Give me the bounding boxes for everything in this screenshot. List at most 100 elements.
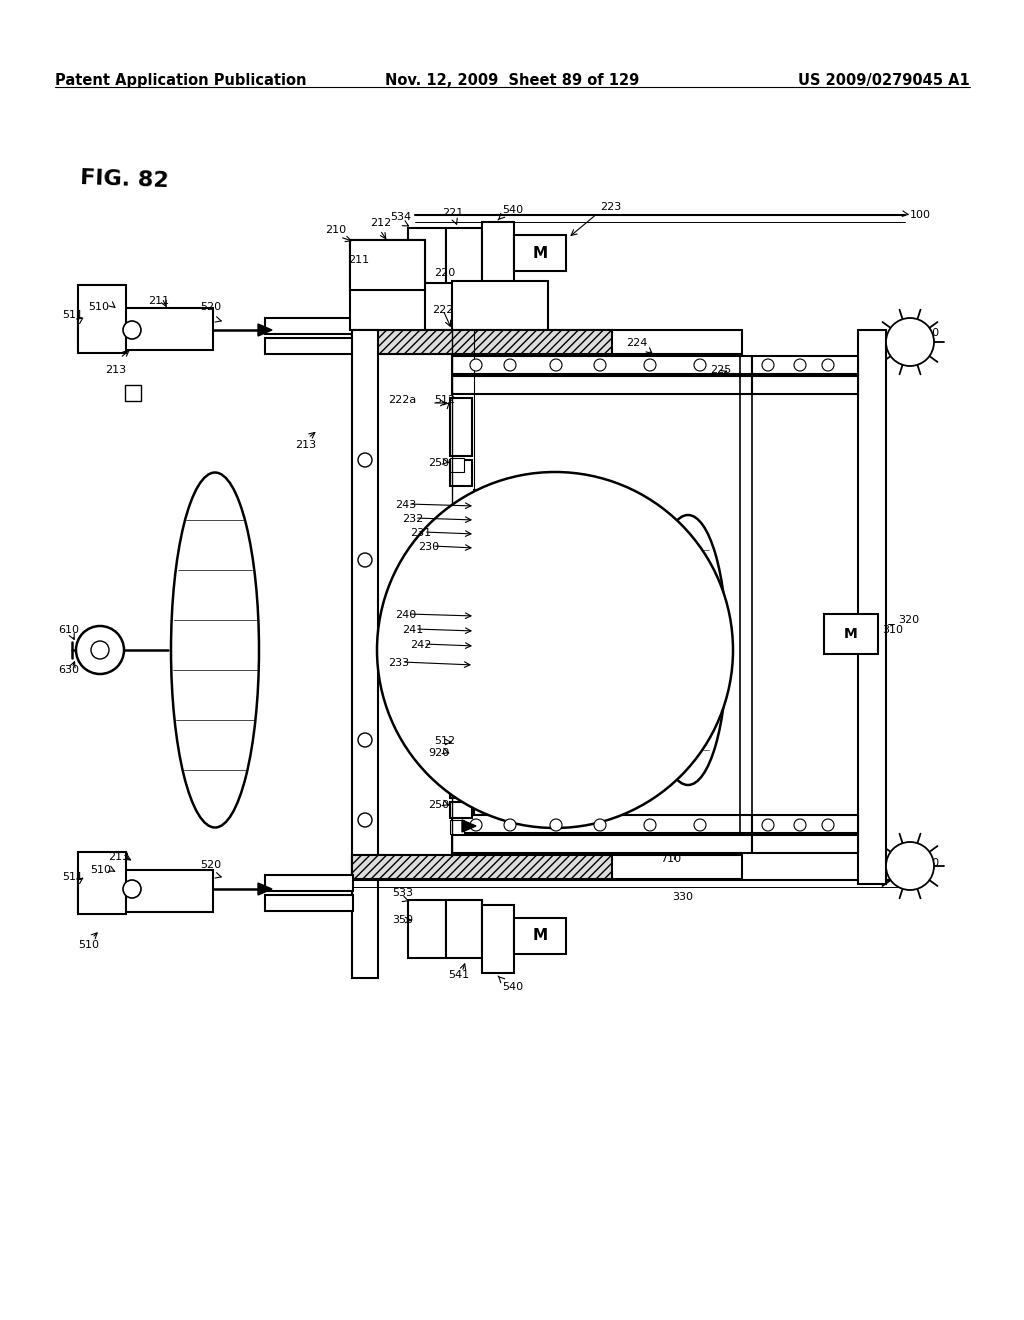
- Text: 230: 230: [418, 543, 439, 552]
- Bar: [446, 900, 482, 958]
- Text: Patent Application Publication: Patent Application Publication: [55, 73, 306, 88]
- Circle shape: [886, 318, 934, 366]
- Text: 241: 241: [402, 624, 423, 635]
- Bar: [452, 356, 752, 374]
- Text: 242: 242: [410, 640, 431, 649]
- Bar: [450, 458, 464, 473]
- Bar: [350, 240, 425, 290]
- Text: 540: 540: [502, 205, 523, 215]
- Circle shape: [822, 359, 834, 371]
- Text: 211: 211: [348, 255, 369, 265]
- Bar: [450, 820, 464, 834]
- Bar: [78, 851, 126, 913]
- Text: 213: 213: [105, 366, 126, 375]
- Text: 233: 233: [388, 657, 410, 668]
- Circle shape: [358, 813, 372, 828]
- Circle shape: [794, 818, 806, 832]
- Text: 310: 310: [882, 624, 903, 635]
- Ellipse shape: [171, 473, 259, 828]
- Text: 520: 520: [200, 302, 221, 312]
- Bar: [125, 385, 141, 401]
- Circle shape: [358, 553, 372, 568]
- Circle shape: [822, 818, 834, 832]
- Bar: [824, 614, 878, 653]
- Circle shape: [76, 626, 124, 675]
- Bar: [450, 748, 472, 766]
- Ellipse shape: [649, 515, 727, 785]
- Circle shape: [470, 359, 482, 371]
- Text: 250: 250: [428, 458, 450, 469]
- Text: 221: 221: [442, 209, 463, 218]
- Circle shape: [123, 880, 141, 898]
- Circle shape: [550, 359, 562, 371]
- Bar: [408, 228, 446, 282]
- Bar: [450, 459, 472, 486]
- Bar: [78, 285, 126, 352]
- Text: 510: 510: [78, 940, 99, 950]
- Bar: [450, 738, 472, 799]
- Text: 512: 512: [434, 737, 455, 746]
- Text: 320: 320: [898, 615, 920, 624]
- Text: 540: 540: [502, 982, 523, 993]
- Bar: [752, 814, 858, 833]
- Bar: [514, 917, 566, 954]
- Text: 213: 213: [108, 851, 129, 862]
- Text: 232: 232: [402, 513, 423, 524]
- Bar: [265, 895, 353, 911]
- Bar: [452, 836, 752, 853]
- Text: M: M: [532, 928, 548, 944]
- Text: Nov. 12, 2009  Sheet 89 of 129: Nov. 12, 2009 Sheet 89 of 129: [385, 73, 639, 88]
- Text: 630: 630: [58, 665, 79, 675]
- Bar: [752, 356, 858, 374]
- Bar: [498, 490, 520, 814]
- Bar: [408, 900, 446, 958]
- Circle shape: [377, 473, 733, 828]
- Polygon shape: [258, 883, 272, 895]
- Text: 340: 340: [918, 327, 939, 338]
- Bar: [452, 376, 752, 393]
- Text: 210: 210: [325, 224, 346, 235]
- Text: 220: 220: [434, 268, 456, 279]
- Text: 213: 213: [295, 440, 316, 450]
- Bar: [858, 330, 886, 884]
- Text: 710: 710: [660, 854, 681, 865]
- Text: 520: 520: [200, 861, 221, 870]
- Circle shape: [644, 359, 656, 371]
- Bar: [452, 281, 548, 331]
- Circle shape: [504, 818, 516, 832]
- Text: 511: 511: [62, 873, 83, 882]
- Text: 224: 224: [626, 338, 647, 348]
- Circle shape: [594, 818, 606, 832]
- Text: 512: 512: [434, 395, 455, 405]
- Bar: [450, 803, 472, 818]
- Text: 250: 250: [428, 800, 450, 810]
- Text: 222a: 222a: [388, 395, 416, 405]
- Bar: [265, 338, 353, 354]
- Circle shape: [91, 642, 109, 659]
- Circle shape: [123, 321, 141, 339]
- Text: 240: 240: [395, 610, 416, 620]
- Circle shape: [550, 818, 562, 832]
- Bar: [752, 376, 858, 393]
- Text: 510: 510: [88, 302, 109, 312]
- Text: 330: 330: [672, 892, 693, 902]
- Circle shape: [470, 818, 482, 832]
- Polygon shape: [462, 820, 476, 832]
- Text: 340: 340: [918, 858, 939, 869]
- Text: M: M: [532, 246, 548, 260]
- Text: 211: 211: [148, 296, 169, 306]
- Bar: [78, 870, 213, 912]
- Text: 222: 222: [432, 305, 454, 315]
- Bar: [452, 814, 752, 833]
- Circle shape: [694, 818, 706, 832]
- Circle shape: [886, 842, 934, 890]
- Bar: [446, 228, 482, 282]
- Bar: [265, 875, 353, 891]
- Text: 100: 100: [910, 210, 931, 220]
- Circle shape: [358, 733, 372, 747]
- Text: 231: 231: [410, 528, 431, 539]
- Bar: [352, 855, 612, 879]
- Bar: [265, 318, 353, 334]
- Bar: [352, 330, 612, 354]
- Circle shape: [358, 453, 372, 467]
